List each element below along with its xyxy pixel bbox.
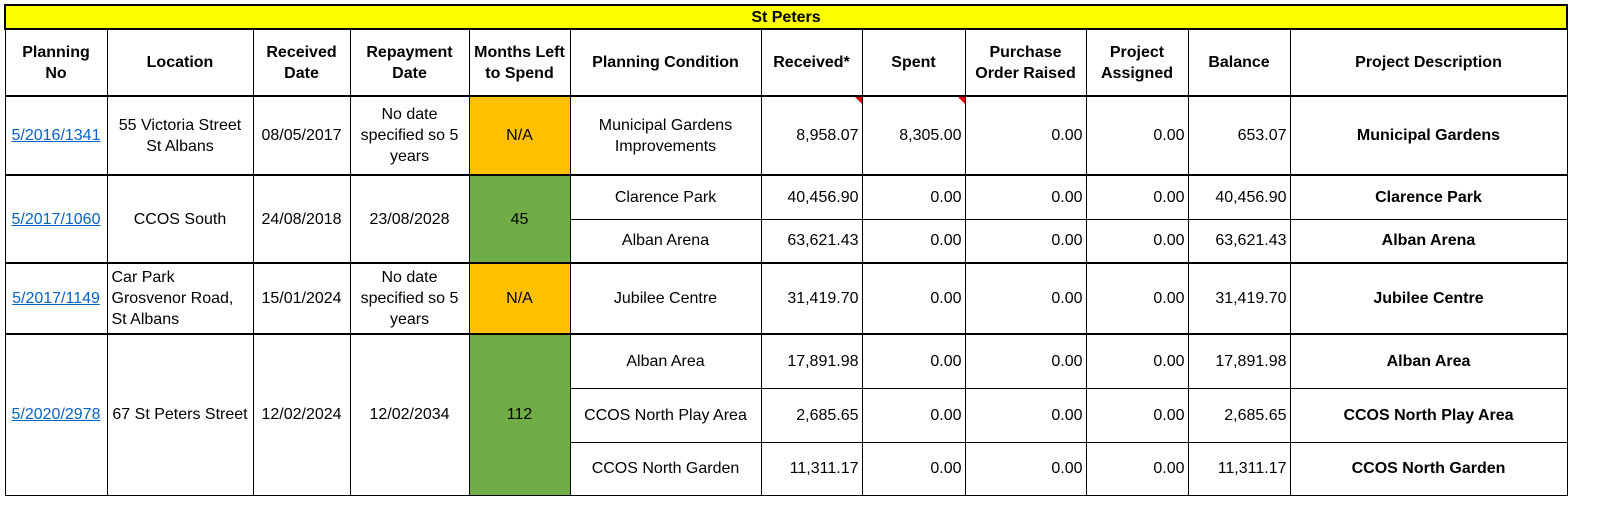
project-assigned-cell: 0.00 — [1085, 95, 1189, 176]
table-row: 5/2016/1341 55 Victoria Street St Albans… — [4, 95, 1568, 176]
project-description-cell: Alban Area — [1289, 333, 1568, 389]
balance-cell: 11,311.17 — [1187, 441, 1291, 496]
months-left-cell: 45 — [468, 174, 571, 264]
header-purchase-order: Purchase Order Raised — [964, 28, 1087, 97]
spent-cell: 8,305.00 — [861, 95, 966, 176]
project-assigned-cell: 0.00 — [1085, 218, 1189, 264]
planning-condition-cell: CCOS North Garden — [569, 441, 762, 496]
purchase-order-cell: 0.00 — [964, 333, 1087, 389]
months-left-cell: N/A — [468, 262, 571, 335]
header-received: Received* — [760, 28, 863, 97]
received-date-cell: 24/08/2018 — [252, 174, 351, 264]
header-project-description: Project Description — [1289, 28, 1568, 97]
repayment-date-cell: No date specified so 5 years — [349, 95, 470, 176]
header-received-date: Received Date — [252, 28, 351, 97]
balance-cell: 63,621.43 — [1187, 218, 1291, 264]
project-description-cell: CCOS North Play Area — [1289, 387, 1568, 443]
project-assigned-cell: 0.00 — [1085, 262, 1189, 335]
balance-cell: 2,685.65 — [1187, 387, 1291, 443]
project-assigned-cell: 0.00 — [1085, 387, 1189, 443]
project-description-cell: Clarence Park — [1289, 174, 1568, 220]
project-assigned-cell: 0.00 — [1085, 441, 1189, 496]
project-assigned-cell: 0.00 — [1085, 333, 1189, 389]
planning-no-link[interactable]: 5/2016/1341 — [4, 95, 108, 176]
received-cell: 11,311.17 — [760, 441, 863, 496]
header-repayment-date: Repayment Date — [349, 28, 470, 97]
sheet-title: St Peters — [4, 4, 1568, 30]
repayment-date-cell: No date specified so 5 years — [349, 262, 470, 335]
header-planning-condition: Planning Condition — [569, 28, 762, 97]
project-assigned-cell: 0.00 — [1085, 174, 1189, 220]
spent-cell: 0.00 — [861, 441, 966, 496]
received-cell: 63,621.43 — [760, 218, 863, 264]
months-left-cell: 112 — [468, 333, 571, 496]
planning-no-link[interactable]: 5/2017/1149 — [4, 262, 108, 335]
location-cell: Car Park Grosvenor Road, St Albans — [106, 262, 254, 335]
received-cell: 40,456.90 — [760, 174, 863, 220]
planning-condition-cell: CCOS North Play Area — [569, 387, 762, 443]
received-cell: 2,685.65 — [760, 387, 863, 443]
planning-condition-cell: Alban Area — [569, 333, 762, 389]
header-location: Location — [106, 28, 254, 97]
balance-cell: 17,891.98 — [1187, 333, 1291, 389]
table-row: 5/2017/1149 Car Park Grosvenor Road, St … — [4, 262, 1568, 335]
st-peters-table: St Peters Planning No Location Received … — [4, 4, 1568, 496]
project-description-cell: Alban Arena — [1289, 218, 1568, 264]
received-cell: 17,891.98 — [760, 333, 863, 389]
received-date-cell: 08/05/2017 — [252, 95, 351, 176]
planning-condition-cell: Jubilee Centre — [569, 262, 762, 335]
table-row: 5/2017/1060 CCOS South 24/08/2018 23/08/… — [4, 174, 1568, 264]
header-spent: Spent — [861, 28, 966, 97]
received-date-cell: 12/02/2024 — [252, 333, 351, 496]
location-cell: 67 St Peters Street — [106, 333, 254, 496]
purchase-order-cell: 0.00 — [964, 95, 1087, 176]
table-row: Alban Arena 63,621.43 0.00 0.00 0.00 63,… — [5, 218, 1568, 264]
project-description-cell: Municipal Gardens — [1289, 95, 1568, 176]
header-project-assigned: Project Assigned — [1085, 28, 1189, 97]
spent-cell: 0.00 — [861, 174, 966, 220]
balance-cell: 653.07 — [1187, 95, 1291, 176]
location-cell: CCOS South — [106, 174, 254, 264]
header-balance: Balance — [1187, 28, 1291, 97]
planning-no-link[interactable]: 5/2017/1060 — [4, 174, 108, 264]
received-date-cell: 15/01/2024 — [252, 262, 351, 335]
table-row: CCOS North Play Area 2,685.65 0.00 0.00 … — [5, 387, 1568, 443]
purchase-order-cell: 0.00 — [964, 441, 1087, 496]
purchase-order-cell: 0.00 — [964, 174, 1087, 220]
balance-cell: 31,419.70 — [1187, 262, 1291, 335]
spent-cell: 0.00 — [861, 218, 966, 264]
location-cell: 55 Victoria Street St Albans — [106, 95, 254, 176]
spent-cell: 0.00 — [861, 333, 966, 389]
months-left-cell: N/A — [468, 95, 571, 176]
project-description-cell: Jubilee Centre — [1289, 262, 1568, 335]
purchase-order-cell: 0.00 — [964, 387, 1087, 443]
repayment-date-cell: 12/02/2034 — [349, 333, 470, 496]
table-row: 5/2020/2978 67 St Peters Street 12/02/20… — [4, 333, 1568, 496]
purchase-order-cell: 0.00 — [964, 262, 1087, 335]
spent-cell: 0.00 — [861, 387, 966, 443]
spent-cell: 0.00 — [861, 262, 966, 335]
balance-cell: 40,456.90 — [1187, 174, 1291, 220]
purchase-order-cell: 0.00 — [964, 218, 1087, 264]
header-planning-no: Planning No — [4, 28, 108, 97]
received-cell: 8,958.07 — [760, 95, 863, 176]
received-cell: 31,419.70 — [760, 262, 863, 335]
planning-condition-cell: Alban Arena — [569, 218, 762, 264]
repayment-date-cell: 23/08/2028 — [349, 174, 470, 264]
planning-no-link[interactable]: 5/2020/2978 — [4, 333, 108, 496]
planning-condition-cell: Municipal Gardens Improvements — [569, 95, 762, 176]
header-months-left: Months Left to Spend — [468, 28, 571, 97]
project-description-cell: CCOS North Garden — [1289, 441, 1568, 496]
table-row: CCOS North Garden 11,311.17 0.00 0.00 0.… — [5, 441, 1568, 496]
planning-condition-cell: Clarence Park — [569, 174, 762, 220]
